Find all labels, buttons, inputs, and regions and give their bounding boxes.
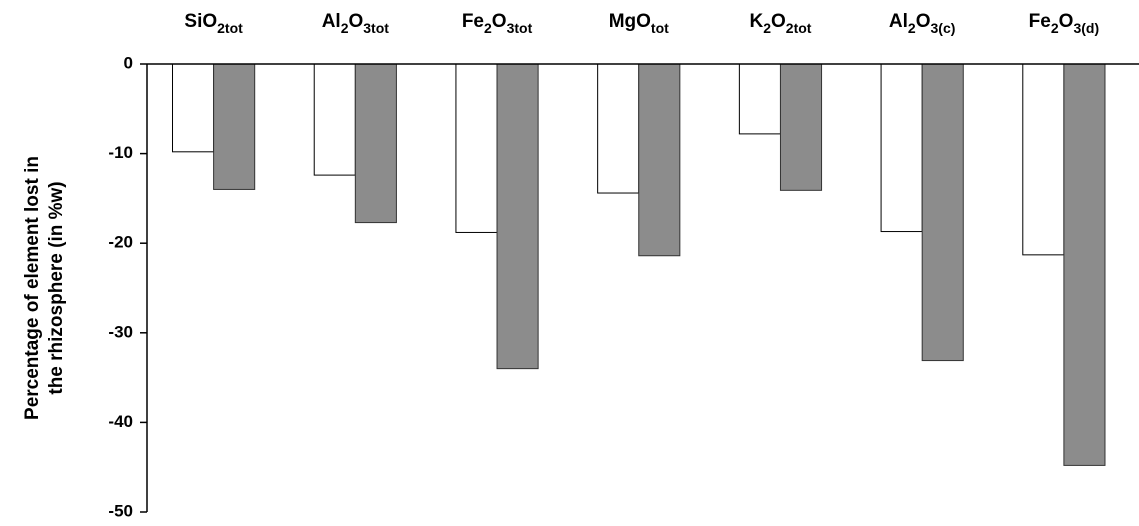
category-label-part: O <box>1059 11 1074 32</box>
y-tick-label: -40 <box>108 412 133 431</box>
category-label-part: Fe <box>462 11 484 32</box>
bar <box>921 63 964 362</box>
category-label-sub: 3(c) <box>931 20 956 36</box>
category-label: K2O2tot <box>749 11 811 36</box>
category-label-sub: 2 <box>341 20 349 36</box>
bar <box>738 63 781 135</box>
category-label-part: O <box>916 11 931 32</box>
category-label-sub: 2 <box>908 20 916 36</box>
y-tick-label: -20 <box>108 233 133 252</box>
category-label-sub: 3(d) <box>1073 20 1099 36</box>
bar <box>1022 63 1065 256</box>
y-axis-label-line: Percentage of element lost in <box>22 156 43 420</box>
category-label: Al2O3tot <box>322 11 390 36</box>
category-label: MgOtot <box>609 11 669 36</box>
category-label-part: SiO <box>184 11 217 32</box>
bar <box>455 63 498 233</box>
bar <box>880 63 923 233</box>
y-tick-label: -30 <box>108 322 133 341</box>
category-label-sub: 3tot <box>507 20 533 36</box>
category-label-part: O <box>771 11 786 32</box>
category-label: SiO2tot <box>184 11 243 36</box>
bar <box>313 63 356 176</box>
y-tick-label: -50 <box>108 501 133 520</box>
category-label-part: O <box>348 11 363 32</box>
category-label: Fe2O3(d) <box>1029 11 1099 36</box>
bar <box>172 63 215 153</box>
category-label-part: Fe <box>1029 11 1051 32</box>
category-label-sub: tot <box>651 20 669 36</box>
category-label-part: Al <box>889 11 908 32</box>
category-label-part: O <box>492 11 507 32</box>
category-label-sub: 2 <box>1051 20 1059 36</box>
category-label-sub: 3tot <box>363 20 389 36</box>
bar <box>638 63 681 257</box>
bar <box>597 63 640 194</box>
bar <box>354 63 397 224</box>
bar <box>1063 63 1106 466</box>
category-label: Fe2O3tot <box>462 11 533 36</box>
bar <box>779 63 823 191</box>
category-label-sub: 2 <box>484 20 492 36</box>
category-label-part: MgO <box>609 11 651 32</box>
y-axis-label: Percentage of element lost in the rhizosp… <box>22 156 67 420</box>
bar <box>496 63 539 370</box>
category-label-part: Al <box>322 11 341 32</box>
y-tick-label: -10 <box>108 143 133 162</box>
bar <box>213 63 256 190</box>
y-tick-label: 0 <box>124 53 133 72</box>
category-label-sub: 2tot <box>217 20 243 36</box>
category-label-sub: 2tot <box>786 20 812 36</box>
y-axis-label-line: the rhizosphere (in %w) <box>46 181 67 394</box>
category-label: Al2O3(c) <box>889 11 955 36</box>
category-label-part: K <box>749 11 763 32</box>
category-label-sub: 2 <box>763 20 771 36</box>
